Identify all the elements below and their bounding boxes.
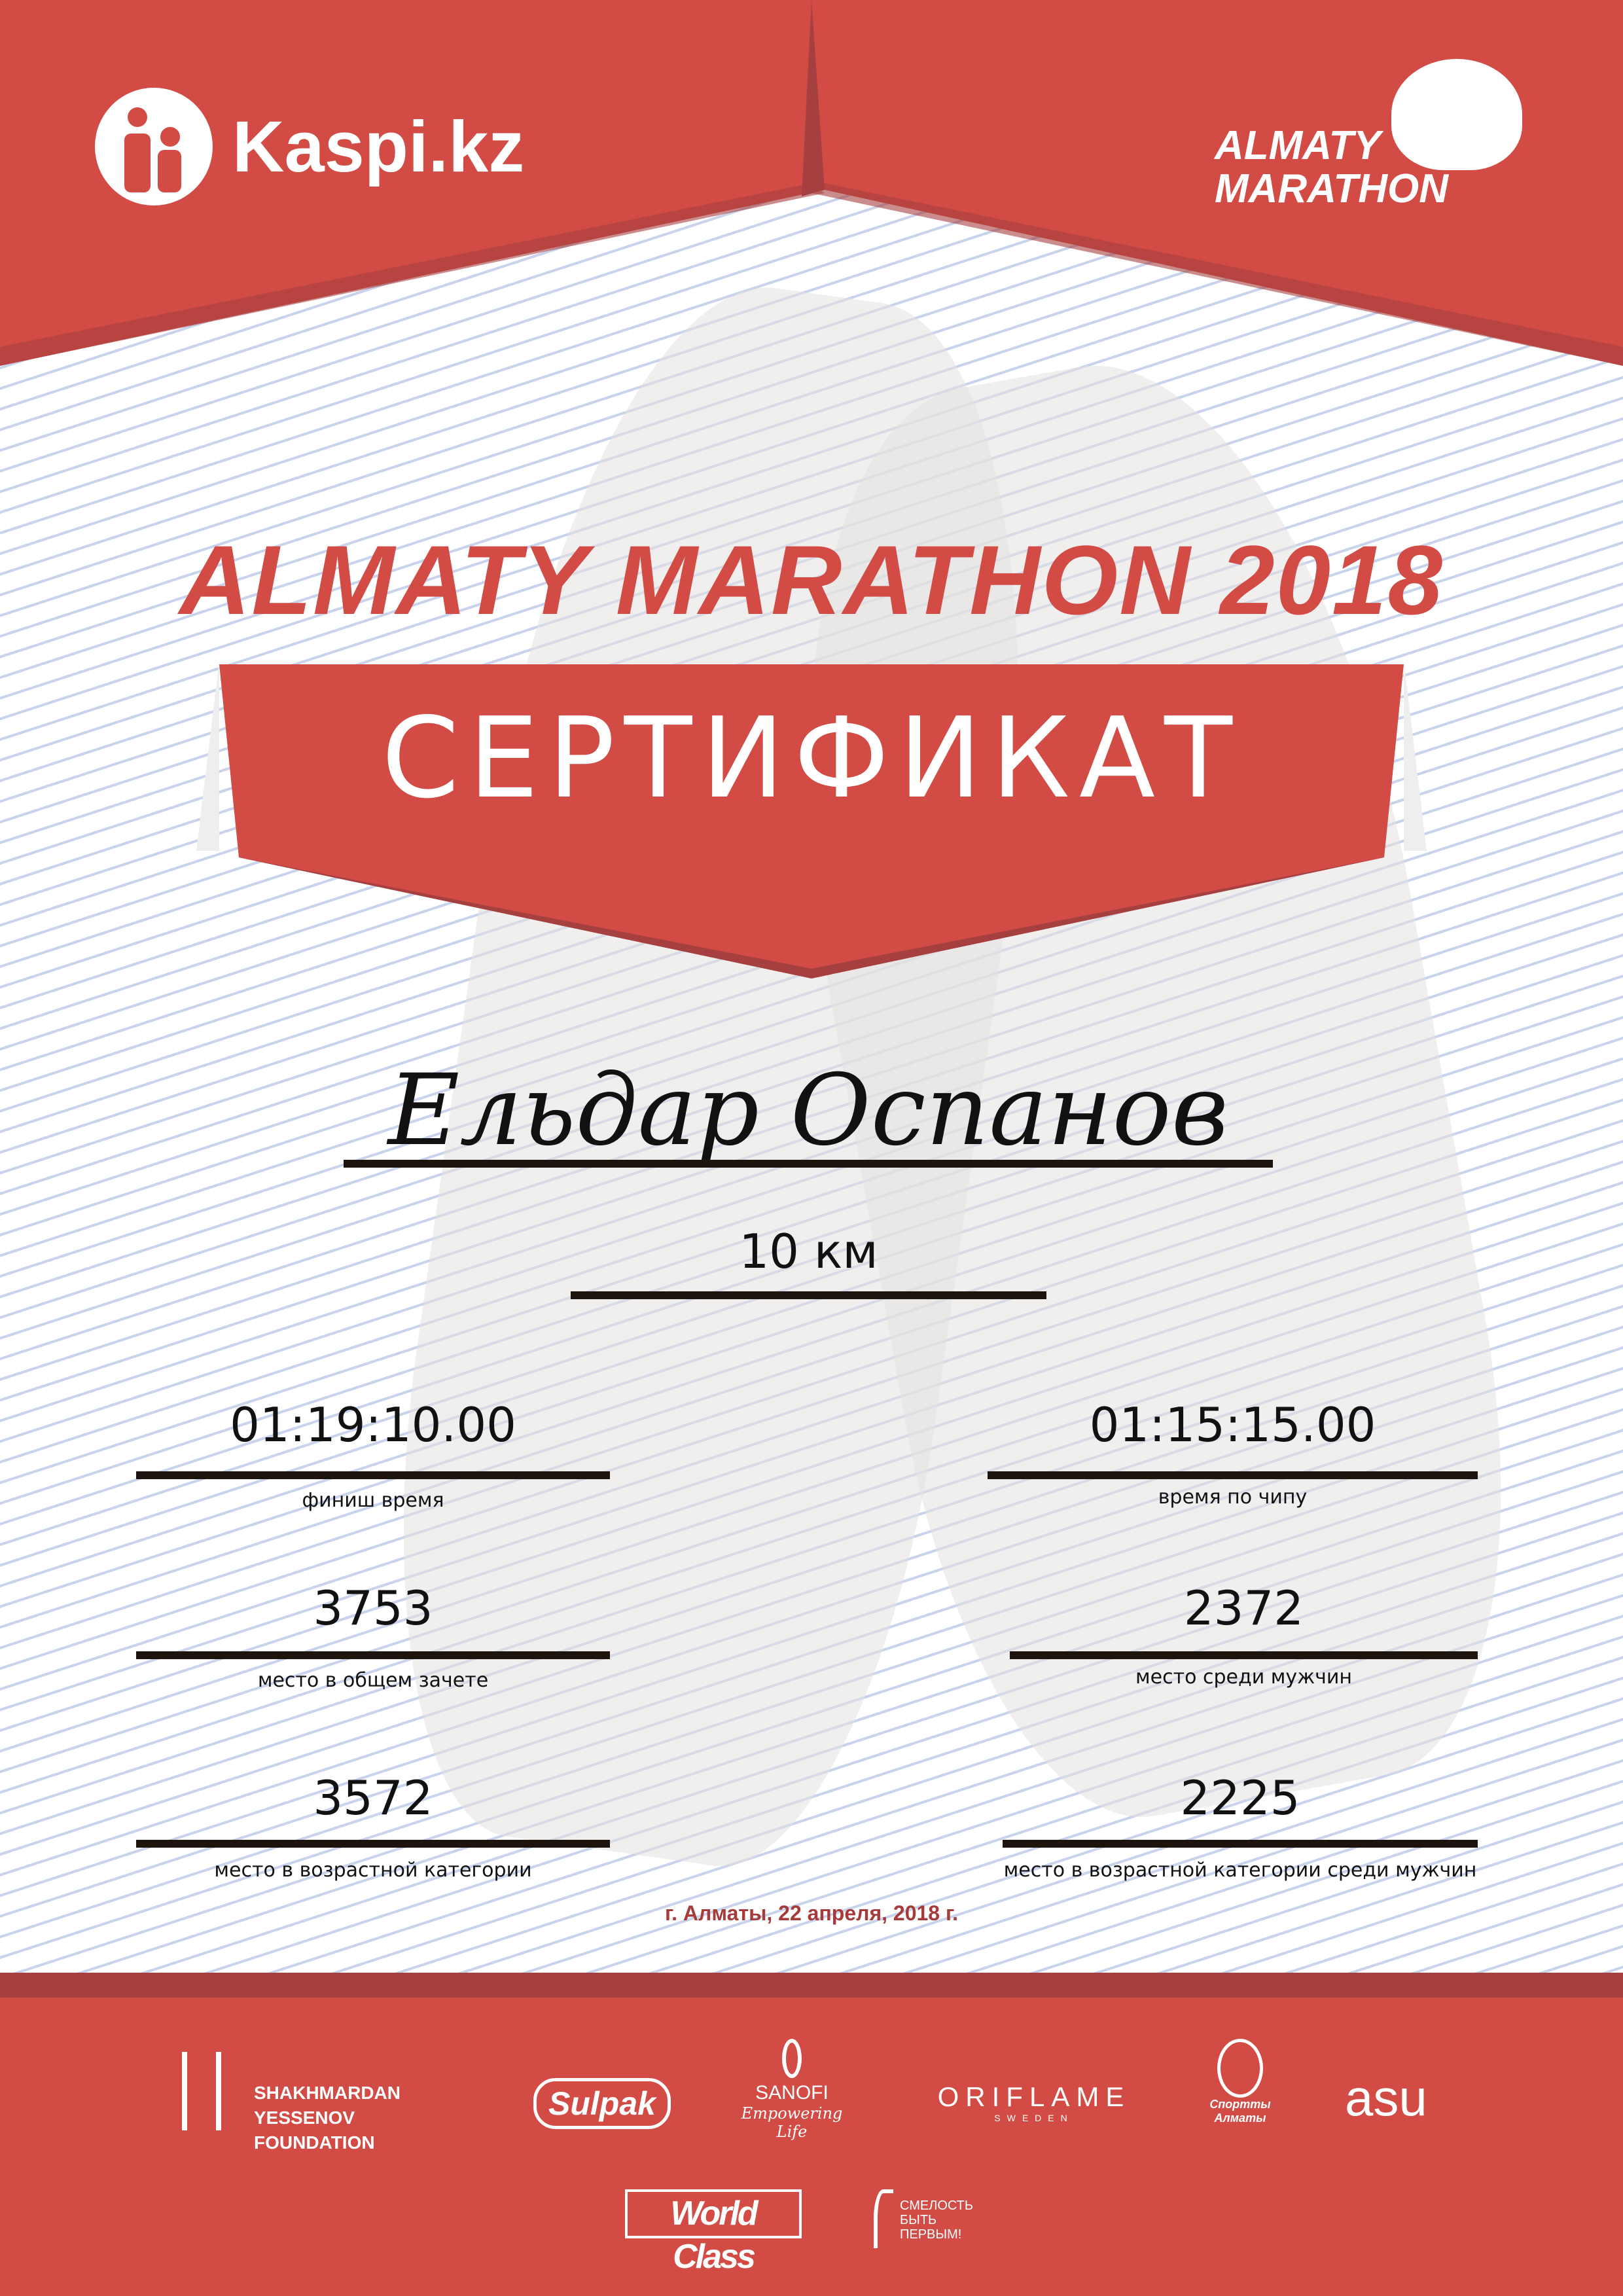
- sanofi-tagline: Empowering Life: [741, 2104, 843, 2141]
- sport-almaty-emblem-icon: [1217, 2039, 1263, 2098]
- distance-underline: [571, 1291, 1046, 1299]
- yessenov-logo: SHAKHMARDAN YESSENOV FOUNDATION: [182, 2052, 470, 2153]
- sport-almaty-logo: Спортты Алматы: [1198, 2039, 1283, 2125]
- age-place-label: место в возрастной категории: [214, 1859, 532, 1882]
- worldclass-logo: World Class: [625, 2189, 802, 2276]
- age-place-value: 3572: [313, 1770, 433, 1825]
- certificate-heading: СЕРТИФИКАТ: [382, 694, 1241, 823]
- yessenov-icon: [182, 2052, 221, 2130]
- oriflame-sub: SWEDEN: [994, 2113, 1074, 2123]
- gender-place-value: 2372: [1183, 1581, 1304, 1636]
- almaty-marathon-logo: ALMATY MARATHON: [1215, 59, 1522, 212]
- overall-place-value: 3753: [313, 1581, 433, 1636]
- gender-place-line: [1010, 1651, 1478, 1659]
- age-gender-place-value: 2225: [1180, 1770, 1300, 1825]
- name-underline: [344, 1160, 1273, 1168]
- oriflame-text: ORIFLAME: [937, 2081, 1131, 2112]
- sanofi-logo: SANOFI Empowering Life: [726, 2039, 857, 2141]
- event-title: ALMATY MARATHON 2018: [179, 525, 1444, 635]
- certificate-banner: [196, 661, 1427, 978]
- kaspi-logo: Kaspi.kz: [95, 88, 524, 206]
- age-gender-place-label: место в возрастной категории среди мужчи…: [1003, 1859, 1477, 1882]
- finish-time-line: [136, 1471, 610, 1479]
- runner-icon: [1391, 59, 1522, 170]
- finish-time-label: финиш время: [302, 1489, 444, 1512]
- age-place-line: [136, 1840, 610, 1848]
- sanofi-text: SANOFI: [755, 2082, 829, 2104]
- overall-place-line: [136, 1651, 610, 1659]
- chip-time-line: [988, 1471, 1478, 1479]
- chip-time-label: время по чипу: [1158, 1486, 1308, 1509]
- runner-figure-icon: [874, 2189, 893, 2248]
- participant-name: Ельдар Оспанов: [387, 1054, 1229, 1168]
- logo-line2: MARATHON: [1215, 166, 1449, 211]
- yessenov-text: SHAKHMARDAN YESSENOV FOUNDATION: [254, 2083, 401, 2153]
- kaspi-icon: [95, 88, 213, 206]
- partners-footer: [0, 1998, 1623, 2296]
- distance: 10 км: [739, 1224, 878, 1279]
- footer-stripe: [0, 1973, 1623, 1999]
- logo-line1: ALMATY: [1215, 123, 1381, 168]
- finish-time-value: 01:19:10.00: [230, 1397, 516, 1452]
- charity-fund-text: СМЕЛОСТЬ БЫТЬ ПЕРВЫМ!: [900, 2198, 974, 2242]
- sulpak-logo: Sulpak: [533, 2078, 671, 2129]
- oriflame-logo: ORIFLAME SWEDEN: [923, 2081, 1145, 2123]
- sport-almaty-text: Спортты Алматы: [1209, 2098, 1271, 2125]
- age-gender-place-line: [1003, 1840, 1478, 1848]
- sanofi-icon: [782, 2039, 802, 2078]
- chip-time-value: 01:15:15.00: [1089, 1397, 1376, 1452]
- asu-logo: asu: [1345, 2069, 1427, 2126]
- header-band: [0, 0, 1623, 366]
- charity-fund-logo: СМЕЛОСТЬ БЫТЬ ПЕРВЫМ!: [867, 2176, 1018, 2251]
- kaspi-wordmark: Kaspi.kz: [232, 106, 525, 187]
- overall-place-label: место в общем зачете: [257, 1669, 489, 1692]
- gender-place-label: место среди мужчин: [1135, 1666, 1352, 1689]
- event-date: г. Алматы, 22 апреля, 2018 г.: [665, 1901, 958, 1925]
